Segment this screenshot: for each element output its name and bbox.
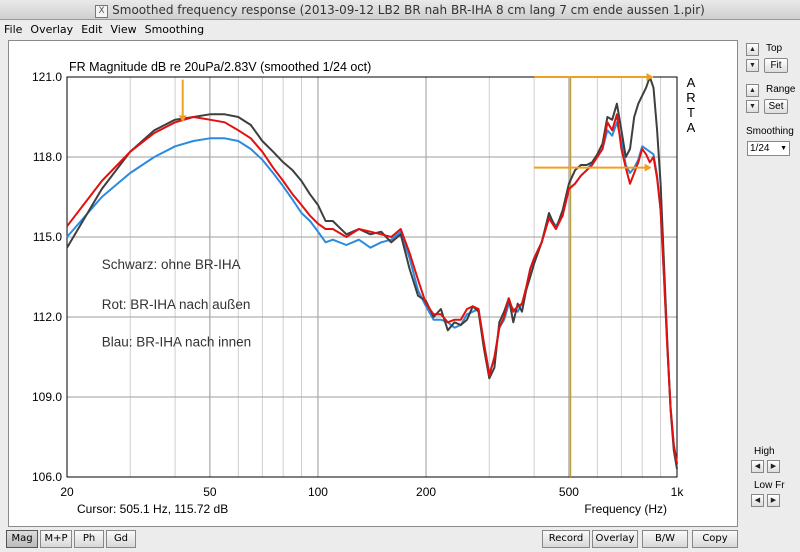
plot-area[interactable]: 106.0 109.0 112.0 115.0 118.0 121.0 20 50 100 200… xyxy=(8,40,738,527)
x-tick-label: 50 xyxy=(203,485,217,499)
legend-schwarz: Schwarz: ohne BR-IHA xyxy=(102,257,241,272)
record-button[interactable]: Record xyxy=(542,530,590,548)
menu-bar: File Overlay Edit View Smoothing xyxy=(0,20,800,37)
chart-title: FR Magnitude dB re 20uPa/2.83V (smoothed… xyxy=(69,60,371,74)
arta-brand-letter: R xyxy=(686,90,695,105)
series-blue-line xyxy=(66,121,678,464)
legend-blau: Blau: BR-IHA nach innen xyxy=(102,334,251,349)
menu-smoothing[interactable]: Smoothing xyxy=(144,23,205,36)
menu-view[interactable]: View xyxy=(110,23,137,36)
y-tick-label: 109.0 xyxy=(32,390,62,404)
x-axis-label: Frequency (Hz) xyxy=(584,502,667,516)
range-down-button[interactable]: ▼ xyxy=(746,100,759,113)
arrow-mid-head xyxy=(644,163,652,172)
top-label: Top xyxy=(766,43,783,54)
lowfr-label: Low Fr xyxy=(754,480,785,491)
menu-file[interactable]: File xyxy=(4,23,23,36)
legend-rot: Rot: BR-IHA nach außen xyxy=(102,297,251,312)
set-button[interactable]: Set xyxy=(764,99,788,114)
arta-brand-letter: A xyxy=(687,120,696,135)
frequency-response-chart[interactable]: 106.0 109.0 112.0 115.0 118.0 121.0 20 50 100 200… xyxy=(9,41,737,526)
cursor-readout: Cursor: 505.1 Hz, 115.72 dB xyxy=(77,502,228,516)
smoothing-value: 1/24 xyxy=(750,143,770,154)
side-panel: Top ▲ ▼ Fit Range ▲ ▼ Set Smoothing 1/24… xyxy=(742,40,800,527)
menu-overlay[interactable]: Overlay xyxy=(30,23,74,36)
x-tick-label: 20 xyxy=(60,485,74,499)
x11-app-icon: X xyxy=(95,5,109,18)
arrow-down-head xyxy=(178,115,187,123)
window-titlebar: X Smoothed frequency response (2013-09-12… xyxy=(0,0,800,20)
mag-button[interactable]: Mag xyxy=(6,530,38,548)
bw-button[interactable]: B/W xyxy=(642,530,688,548)
y-tick-label: 118.0 xyxy=(33,150,62,164)
magphase-button[interactable]: M+P xyxy=(40,530,72,548)
range-label: Range xyxy=(766,84,796,95)
x-tick-label: 1k xyxy=(671,485,685,499)
lowfr-left-button[interactable]: ◀ xyxy=(751,494,764,507)
top-up-button[interactable]: ▲ xyxy=(746,43,759,56)
y-tick-label: 115.0 xyxy=(33,230,62,244)
overlay-button[interactable]: Overlay xyxy=(592,530,638,548)
chevron-down-icon: ▼ xyxy=(780,145,787,152)
arrow-top-head xyxy=(646,73,654,81)
smoothing-label: Smoothing xyxy=(746,126,794,137)
y-tick-label: 106.0 xyxy=(32,470,62,484)
x-tick-label: 500 xyxy=(559,485,579,499)
copy-button[interactable]: Copy xyxy=(692,530,738,548)
fit-button[interactable]: Fit xyxy=(764,58,788,73)
phase-button[interactable]: Ph xyxy=(74,530,104,548)
high-label: High xyxy=(754,446,775,457)
x-tick-label: 100 xyxy=(308,485,328,499)
group-delay-button[interactable]: Gd xyxy=(106,530,136,548)
y-tick-label: 121.0 xyxy=(32,70,62,84)
plot-frame xyxy=(66,76,678,478)
smoothing-select[interactable]: 1/24 ▼ xyxy=(747,141,790,156)
lowfr-right-button[interactable]: ▶ xyxy=(767,494,780,507)
arta-brand-letter: T xyxy=(687,105,695,120)
x-tick-label: 200 xyxy=(416,485,436,499)
range-up-button[interactable]: ▲ xyxy=(746,84,759,97)
arta-brand-letter: A xyxy=(687,75,696,90)
window-title: Smoothed frequency response (2013-09-12 … xyxy=(112,3,705,17)
series-black-line xyxy=(66,76,678,470)
menu-edit[interactable]: Edit xyxy=(81,23,103,36)
bottom-toolbar: Mag M+P Ph Gd Record Overlay B/W Copy xyxy=(0,527,800,552)
high-left-button[interactable]: ◀ xyxy=(751,460,764,473)
top-down-button[interactable]: ▼ xyxy=(746,59,759,72)
series-red-line xyxy=(66,113,678,464)
high-right-button[interactable]: ▶ xyxy=(767,460,780,473)
y-tick-label: 112.0 xyxy=(33,310,62,324)
